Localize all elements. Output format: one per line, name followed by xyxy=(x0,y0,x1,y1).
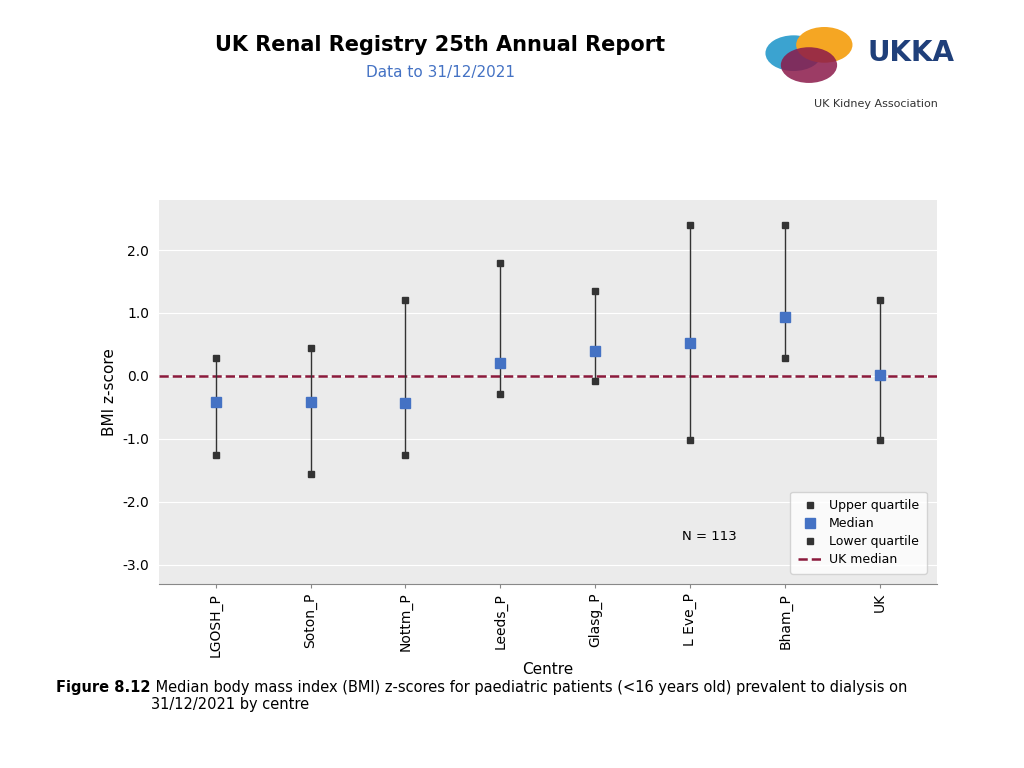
X-axis label: Centre: Centre xyxy=(522,662,573,677)
Ellipse shape xyxy=(781,48,838,83)
Ellipse shape xyxy=(796,27,852,63)
Text: UK Renal Registry 25th Annual Report: UK Renal Registry 25th Annual Report xyxy=(215,35,666,55)
Text: UK Kidney Association: UK Kidney Association xyxy=(814,99,937,109)
Text: Data to 31/12/2021: Data to 31/12/2021 xyxy=(366,65,515,81)
Text: Median body mass index (BMI) z-scores for paediatric patients (<16 years old) pr: Median body mass index (BMI) z-scores fo… xyxy=(151,680,907,712)
Text: Figure 8.12: Figure 8.12 xyxy=(56,680,151,695)
Legend: Upper quartile, Median, Lower quartile, UK median: Upper quartile, Median, Lower quartile, … xyxy=(791,492,927,574)
Ellipse shape xyxy=(766,35,821,71)
Text: UKKA: UKKA xyxy=(867,39,954,67)
Y-axis label: BMI z-score: BMI z-score xyxy=(101,348,117,435)
Text: N = 113: N = 113 xyxy=(682,530,736,543)
